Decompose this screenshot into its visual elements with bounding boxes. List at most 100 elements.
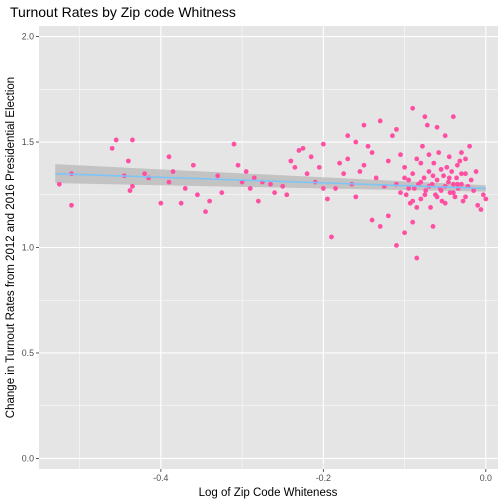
data-point xyxy=(296,148,302,153)
data-point xyxy=(467,143,472,149)
data-point xyxy=(431,160,437,166)
data-point xyxy=(373,175,379,181)
data-point xyxy=(406,186,412,191)
data-point xyxy=(125,158,131,164)
data-point xyxy=(428,205,433,210)
data-point xyxy=(316,164,322,170)
data-point xyxy=(424,122,430,128)
data-point xyxy=(418,196,424,202)
data-point xyxy=(272,190,277,196)
data-point xyxy=(231,141,237,147)
data-point xyxy=(442,133,448,139)
data-point xyxy=(418,160,424,166)
y-axis: 0.0 0.5 1.0 1.5 2.0 xyxy=(22,32,39,463)
data-point xyxy=(251,175,257,181)
data-point xyxy=(158,200,164,206)
data-point xyxy=(450,190,456,196)
data-point xyxy=(430,224,436,229)
data-point xyxy=(369,217,375,223)
data-point xyxy=(345,156,351,162)
data-point xyxy=(414,156,420,162)
data-point xyxy=(320,186,326,191)
data-point xyxy=(113,137,119,143)
data-point xyxy=(304,171,310,177)
data-point xyxy=(361,122,367,128)
data-point xyxy=(320,141,326,147)
data-point xyxy=(452,194,458,200)
y-tick-label: 2.0 xyxy=(22,32,34,42)
data-point xyxy=(353,194,359,200)
data-point xyxy=(361,162,367,168)
data-point xyxy=(195,192,200,198)
data-point xyxy=(398,190,403,196)
data-point xyxy=(454,162,460,168)
grid-lines xyxy=(39,26,498,469)
data-point xyxy=(166,154,172,160)
data-point xyxy=(385,158,391,164)
data-point xyxy=(300,145,306,151)
data-point xyxy=(418,179,424,185)
data-point xyxy=(457,158,463,164)
data-point xyxy=(402,164,407,170)
data-point xyxy=(394,242,399,248)
y-tick-label: 0.0 xyxy=(22,453,34,463)
data-point xyxy=(337,160,342,166)
x-tick-label: 0.0 xyxy=(480,473,492,483)
x-axis-label: Log of Zip Code Whiteness xyxy=(199,487,338,499)
data-point xyxy=(182,186,188,191)
data-point xyxy=(459,181,464,187)
data-point xyxy=(280,183,286,189)
x-tick-label: -0.2 xyxy=(316,473,331,483)
data-point xyxy=(446,154,452,160)
data-point xyxy=(436,150,442,155)
data-point xyxy=(308,154,314,160)
data-point xyxy=(471,188,477,193)
data-point xyxy=(450,114,456,120)
data-point xyxy=(215,173,221,179)
data-point xyxy=(414,255,420,261)
data-point xyxy=(353,139,359,145)
data-point xyxy=(444,164,450,170)
data-point xyxy=(449,169,455,174)
data-point xyxy=(377,224,383,229)
data-point xyxy=(441,173,446,179)
data-point xyxy=(478,207,484,212)
data-point xyxy=(190,162,196,168)
data-point xyxy=(442,200,448,206)
data-point xyxy=(434,194,440,200)
data-point xyxy=(434,177,440,183)
data-point xyxy=(203,209,208,215)
data-point xyxy=(268,181,273,187)
data-point xyxy=(410,171,416,177)
data-point xyxy=(454,175,459,181)
data-point xyxy=(365,143,371,149)
y-tick-label: 0.5 xyxy=(22,348,34,358)
data-point xyxy=(446,175,452,181)
y-tick-label: 1.0 xyxy=(22,243,34,253)
data-point xyxy=(333,186,338,191)
data-point xyxy=(422,192,428,198)
data-point xyxy=(426,169,432,174)
data-point xyxy=(288,158,294,164)
data-point xyxy=(235,162,241,168)
trend-line-layer xyxy=(55,172,486,190)
data-point xyxy=(421,175,427,181)
data-point xyxy=(292,164,298,170)
data-point xyxy=(406,177,412,183)
data-point xyxy=(142,171,148,177)
data-point xyxy=(423,188,429,193)
data-point xyxy=(207,198,213,204)
data-point xyxy=(341,171,347,177)
data-point xyxy=(410,219,416,225)
data-point xyxy=(345,133,351,139)
data-point xyxy=(454,181,460,187)
y-axis-label: Change in Turnout Rates from 2012 and 20… xyxy=(5,77,17,418)
trend-line xyxy=(55,172,486,190)
x-tick-label: -0.4 xyxy=(153,473,168,483)
data-point xyxy=(357,169,363,174)
chart-title: Turnout Rates by Zip code Whitness xyxy=(10,4,236,20)
y-tick-label: 1.5 xyxy=(22,137,34,147)
data-point xyxy=(463,156,468,162)
data-point xyxy=(459,171,464,177)
